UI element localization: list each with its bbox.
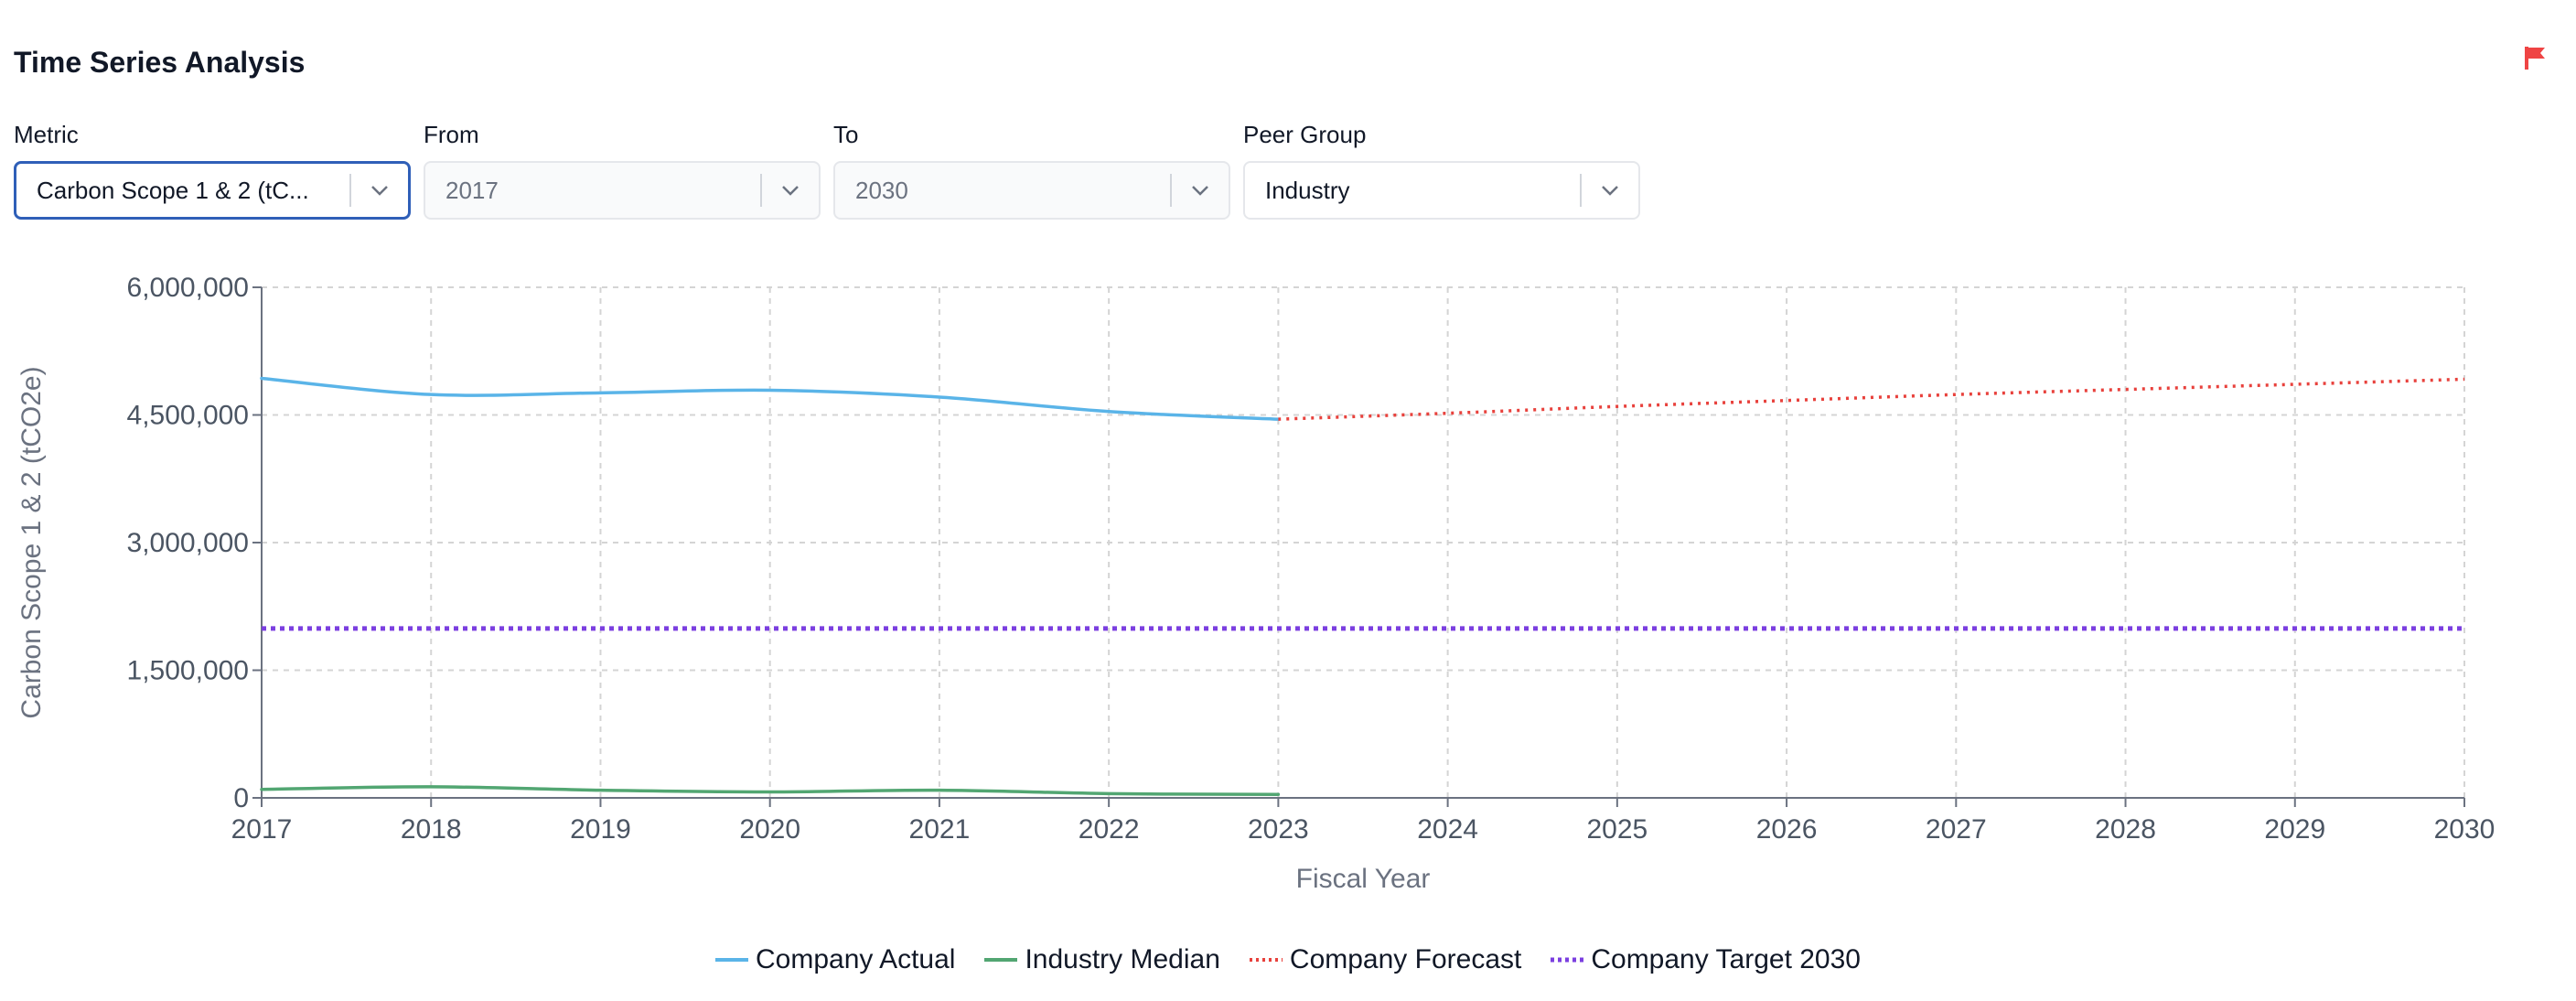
legend-label: Industry Median: [1025, 944, 1220, 974]
legend-swatch: [1551, 957, 1584, 963]
y-tick-label: 1,500,000: [127, 656, 249, 686]
legend-item-company-forecast[interactable]: Company Forecast: [1249, 944, 1522, 975]
chevron-down-icon[interactable]: [762, 161, 819, 220]
x-tick-label: 2018: [401, 814, 462, 845]
x-axis-title: Fiscal Year: [1296, 864, 1431, 894]
y-tick-label: 0: [233, 783, 249, 813]
legend-label: Company Actual: [756, 944, 956, 974]
peer-group-select-value: Industry: [1265, 176, 1350, 204]
x-tick-label: 2025: [1586, 814, 1648, 845]
x-tick-label: 2022: [1079, 814, 1140, 845]
peer-group-select[interactable]: Industry: [1243, 161, 1640, 220]
from-select-value: 2017: [445, 176, 499, 204]
x-tick-label: 2023: [1248, 814, 1309, 845]
x-tick-label: 2019: [570, 814, 631, 845]
from-label: From: [424, 121, 479, 148]
x-tick-label: 2021: [909, 814, 971, 845]
legend-label: Company Target 2030: [1591, 944, 1861, 974]
y-axis-title: Carbon Scope 1 & 2 (tCO2e): [16, 366, 47, 718]
series-line-industry-median: [260, 785, 1281, 797]
metric-label: Metric: [14, 121, 79, 148]
series-line-company-actual: [260, 376, 1281, 421]
legend-item-company-target-2030[interactable]: Company Target 2030: [1551, 944, 1861, 975]
to-select[interactable]: 2030: [833, 161, 1230, 220]
x-tick-label: 2024: [1417, 814, 1478, 845]
legend-item-company-actual[interactable]: Company Actual: [715, 944, 955, 975]
to-select-value: 2030: [855, 176, 908, 204]
legend-item-industry-median[interactable]: Industry Median: [984, 944, 1220, 975]
page-title: Time Series Analysis: [14, 46, 306, 79]
legend-swatch: [984, 958, 1018, 962]
flag-icon[interactable]: [2521, 44, 2549, 71]
from-select[interactable]: 2017: [424, 161, 821, 220]
x-tick-label: 2030: [2434, 814, 2496, 845]
chevron-down-icon[interactable]: [1582, 161, 1638, 220]
x-tick-label: 2029: [2264, 814, 2325, 845]
x-tick-label: 2027: [1926, 814, 1987, 845]
y-tick-label: 4,500,000: [127, 401, 249, 431]
metric-select[interactable]: Carbon Scope 1 & 2 (tC...: [14, 161, 411, 220]
x-tick-label: 2017: [231, 814, 293, 845]
legend-swatch: [1249, 958, 1283, 962]
legend-swatch: [715, 958, 748, 962]
chart-legend: Company Actual Industry Median Company For…: [0, 944, 2576, 975]
series-line-company-forecast: [1278, 377, 2465, 421]
chevron-down-icon[interactable]: [1172, 161, 1229, 220]
x-tick-label: 2028: [2095, 814, 2156, 845]
x-tick-label: 2026: [1756, 814, 1818, 845]
line-chart: 0 1,500,000 3,000,000 4,500,000 6,000,000 201…: [16, 273, 2496, 894]
chevron-down-icon[interactable]: [351, 161, 408, 220]
legend-label: Company Forecast: [1289, 944, 1522, 974]
metric-select-value: Carbon Scope 1 & 2 (tC...: [37, 176, 309, 204]
y-tick-label: 3,000,000: [127, 528, 249, 558]
x-tick-label: 2020: [739, 814, 800, 845]
to-label: To: [833, 121, 859, 148]
peer-group-label: Peer Group: [1243, 121, 1367, 148]
y-tick-label: 6,000,000: [127, 273, 249, 303]
